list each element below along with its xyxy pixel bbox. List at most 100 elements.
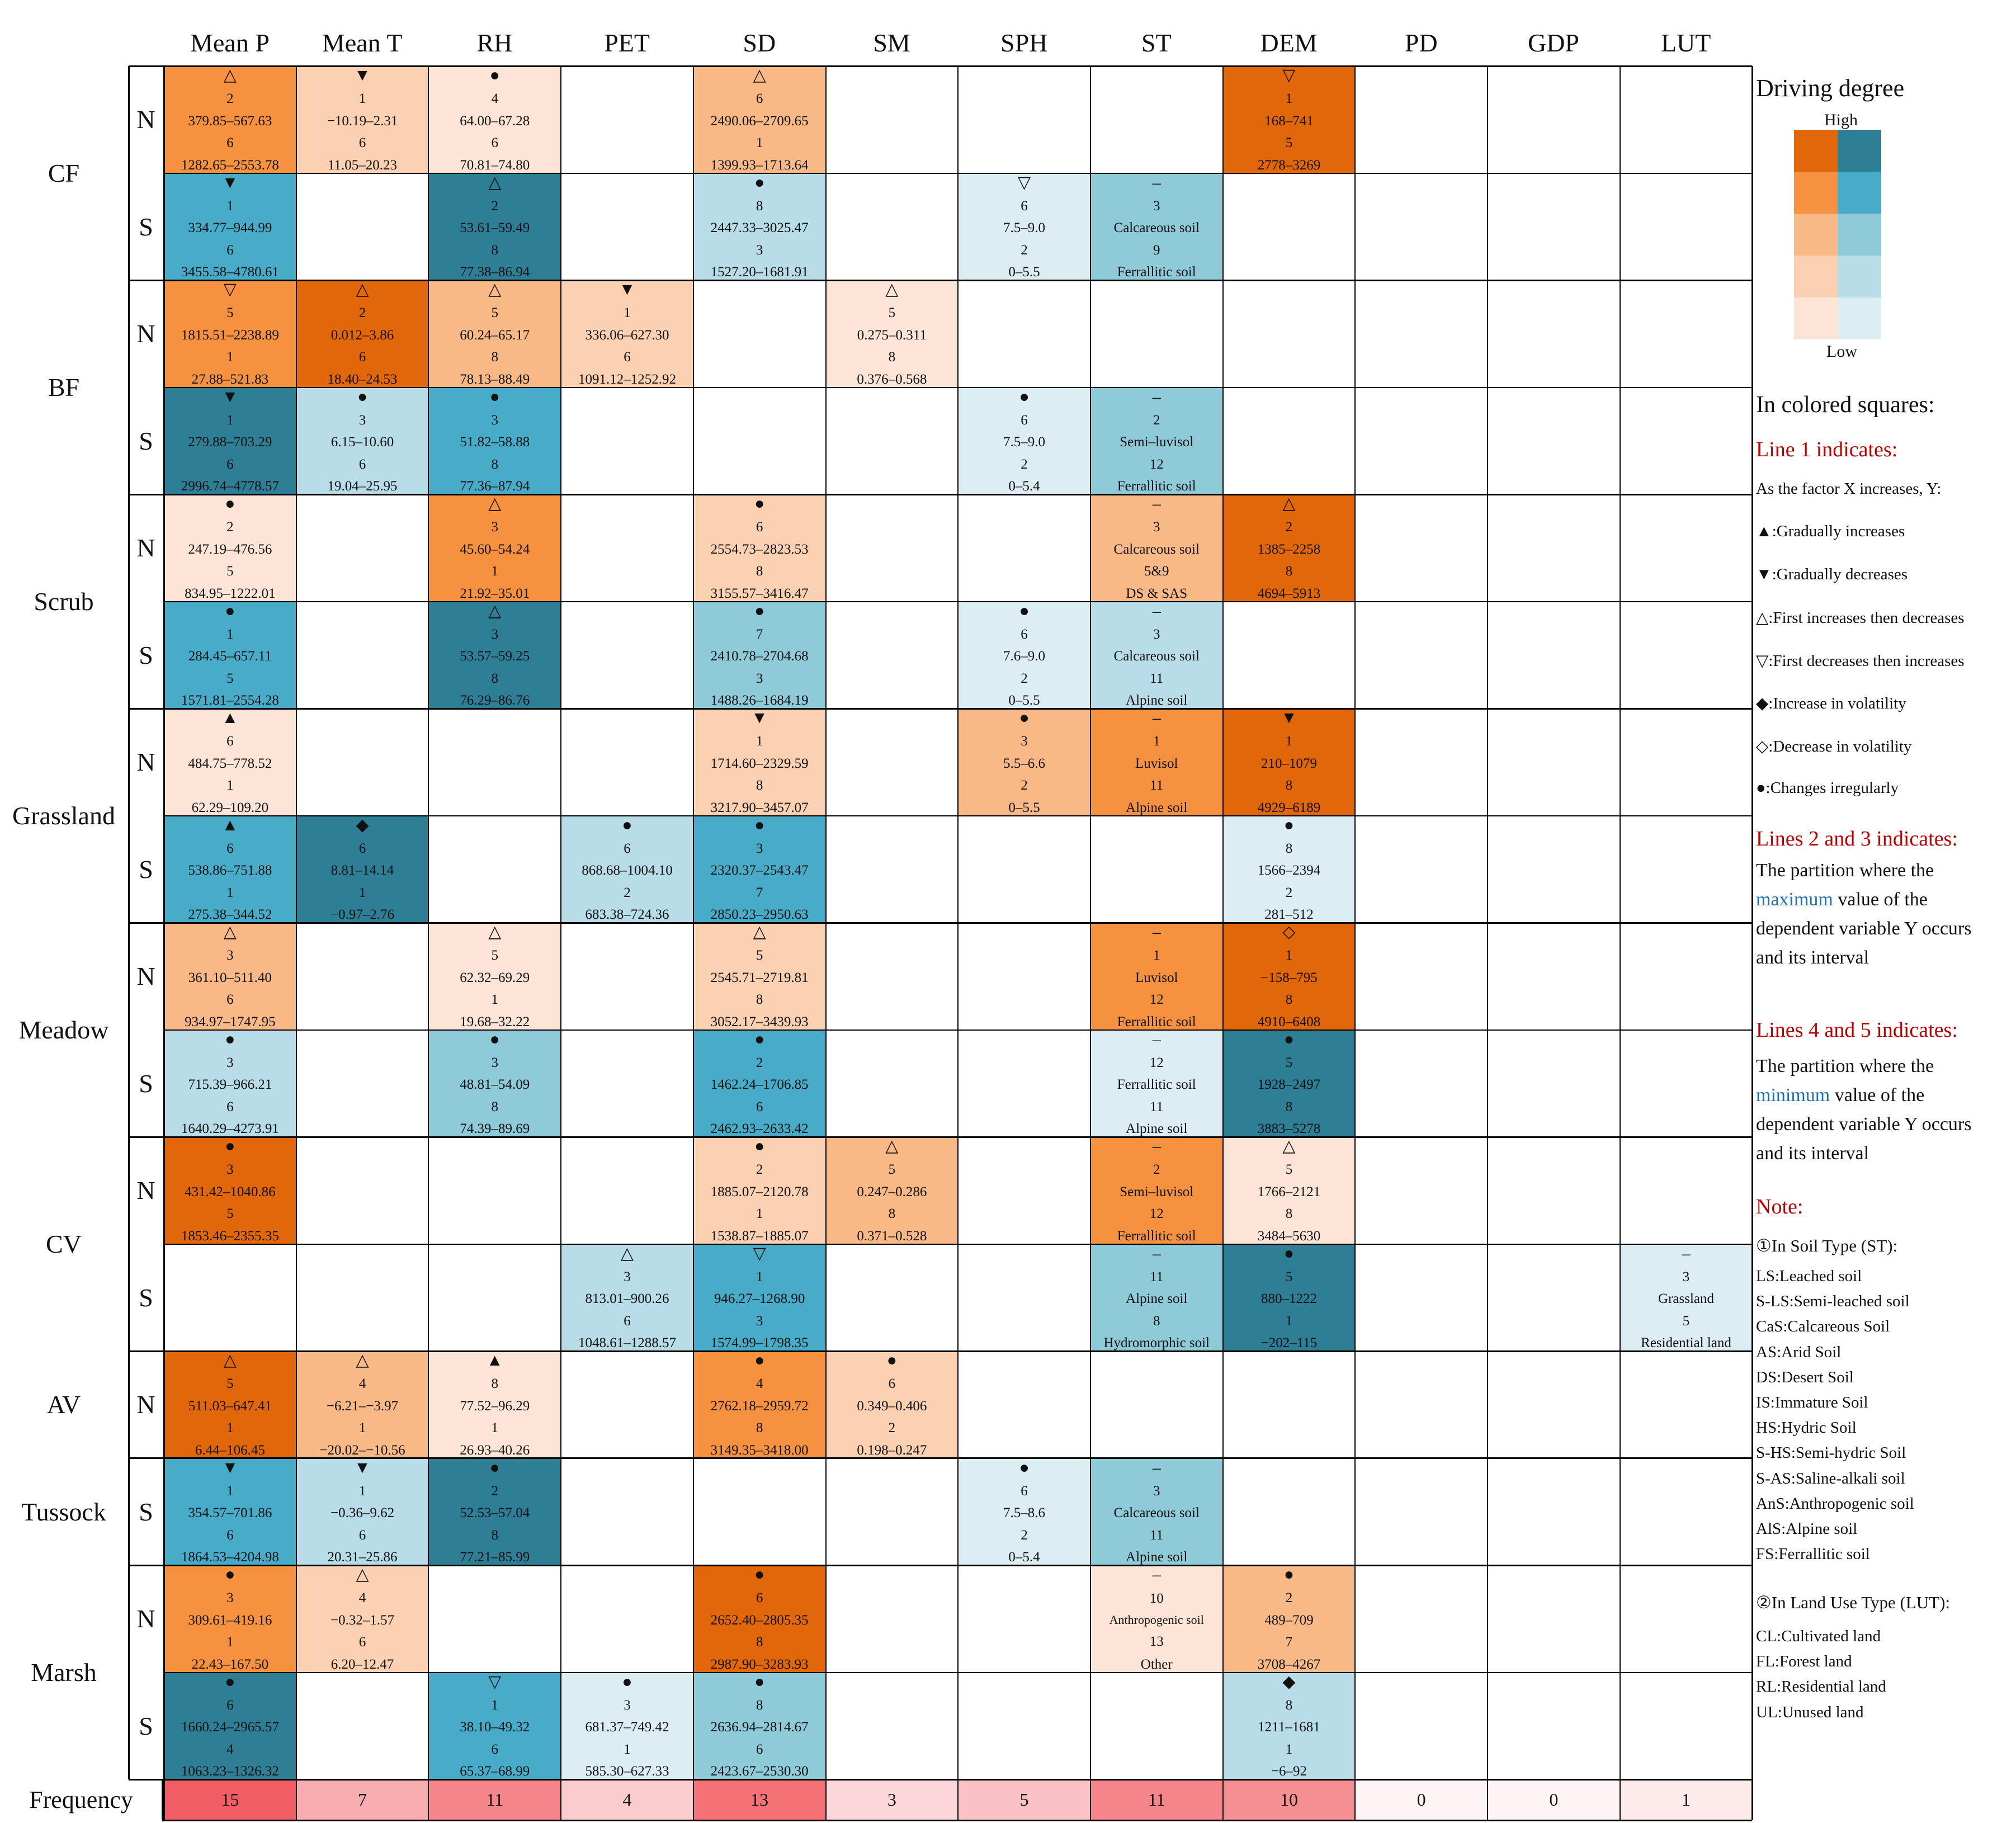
cell-cf-s-rh: △ 2 53.61–59.49 8 77.38–86.94 [428, 173, 561, 280]
legend-lut-item: RL:Residential land [1756, 1678, 1886, 1696]
legend-soil-item: LS:Leached soil [1756, 1267, 1862, 1285]
cell-line-5: 11.05–20.23 [327, 157, 398, 173]
trend-symbol: △ [356, 1351, 369, 1369]
legend-swatch-n-3 [1794, 172, 1838, 214]
cell-line-4: 12 [1149, 1206, 1164, 1222]
cell-line-4: 1 [226, 1635, 234, 1650]
cell-line-3: 1385–2258 [1257, 541, 1321, 557]
row-type-cv-s: S [139, 1283, 153, 1312]
cell-line-5: 19.04–25.95 [327, 479, 398, 494]
trend-symbol: – [1152, 1458, 1161, 1477]
cell-cv-s-sd: ▽ 1 946.27–1268.90 3 1574.99–1798.35 [693, 1244, 826, 1351]
trend-symbol: ▽ [1017, 173, 1031, 192]
trend-symbol: △ [223, 66, 237, 84]
legend-high-label: High [1824, 111, 1858, 129]
cell-line-2: 5 [491, 948, 498, 964]
legend-soil-item: DS:Desert Soil [1756, 1368, 1854, 1386]
cell-line-4: 1 [226, 1420, 234, 1436]
legend-lines23-d: and its interval [1756, 947, 1869, 968]
cell-line-2: 2 [1153, 412, 1160, 428]
cell-line-3: 279.88–703.29 [188, 435, 272, 450]
trend-symbol: ▲ [221, 815, 239, 834]
cell-line-3: Calcareous soil [1113, 1505, 1200, 1521]
row-type-scrub-n: N [136, 533, 155, 563]
cell-line-4: 1 [491, 1420, 498, 1436]
column-header-pet: PET [604, 28, 650, 57]
grid-group-line [129, 707, 1753, 710]
trend-symbol: ◇ [1282, 923, 1296, 941]
cell-line-3: −6.21–−3.97 [326, 1398, 399, 1414]
cell-line-3: 361.10–511.40 [188, 970, 272, 985]
cell-line-3: Anthropogenic soil [1109, 1613, 1204, 1627]
cell-line-2: 5 [1285, 1162, 1293, 1178]
trend-symbol: ● [1283, 1565, 1294, 1584]
trend-symbol: ● [754, 1351, 765, 1369]
frequency-cell-rh: 11 [428, 1779, 561, 1820]
cell-line-4: 6 [358, 350, 366, 365]
cell-line-5: 4929–6189 [1257, 800, 1321, 815]
column-header-gdp: GDP [1527, 28, 1580, 57]
cell-line-3: 2490.06–2709.65 [710, 113, 809, 129]
cell-bf-s-st: – 2 Semi–luvisol 12 Ferrallitic soil [1090, 387, 1223, 494]
grid-col-line [295, 66, 297, 1820]
cell-line-2: 10 [1149, 1591, 1164, 1607]
legend-soil-item: S-HS:Semi-hydric Soil [1756, 1444, 1906, 1462]
legend-swatch-s-4 [1838, 130, 1881, 172]
row-type-av-n: N [136, 1390, 155, 1419]
cell-line-3: 7.5–9.0 [1003, 435, 1046, 450]
cell-line-4: 6 [491, 135, 498, 151]
cell-grassland-n-st: – 1 Luvisol 11 Alpine soil [1090, 709, 1223, 816]
cell-line-4: 6 [624, 1313, 631, 1329]
cell-line-5: 1574.99–1798.35 [710, 1335, 809, 1350]
cell-line-2: 2 [756, 1055, 763, 1070]
cell-line-3: 1566–2394 [1257, 863, 1321, 879]
cell-line-5: 1527.20–1681.91 [710, 265, 809, 280]
cell-line-3: 0.247–0.286 [857, 1184, 927, 1199]
cell-line-5: 74.39–89.69 [460, 1121, 530, 1136]
grid-col-line [1089, 66, 1091, 1820]
trend-symbol: ▼ [751, 709, 768, 727]
cell-bf-n-rh: △ 5 60.24–65.17 8 78.13–88.49 [428, 280, 561, 388]
trend-symbol: △ [488, 494, 502, 513]
legend-lines45-d: and its interval [1756, 1143, 1869, 1164]
cell-line-2: 11 [1150, 1269, 1164, 1284]
frequency-cell-st: 11 [1090, 1779, 1223, 1820]
cell-cv-n-st: – 2 Semi–luvisol 12 Ferrallitic soil [1090, 1137, 1223, 1244]
cell-line-5: 3217.90–3457.07 [710, 800, 809, 815]
cell-line-4: 6 [226, 135, 234, 151]
cell-line-4: 8 [1285, 564, 1293, 579]
cell-line-4: 2 [1285, 885, 1293, 900]
grid-freq-left-line [161, 1779, 163, 1820]
cell-line-3: 7.5–8.6 [1003, 1505, 1046, 1521]
trend-symbol: ▽ [753, 1244, 766, 1263]
grid-group-line [129, 1350, 1753, 1352]
frequency-cell-gdp: 0 [1488, 1779, 1620, 1820]
cell-line-3: 2652.40–2805.35 [710, 1612, 809, 1628]
cell-line-3: 715.39–966.21 [188, 1077, 272, 1093]
cell-line-3: −0.32–1.57 [330, 1612, 395, 1628]
cell-line-4: 8 [491, 242, 498, 258]
trend-symbol: – [1152, 1565, 1161, 1584]
cell-line-4: 6 [226, 242, 234, 258]
cell-meadow-n-rh: △ 5 62.32–69.29 1 19.68–32.22 [428, 923, 561, 1030]
cell-line-4: 6 [358, 1527, 366, 1543]
legend-lines23-b-rest: value of the [1833, 889, 1928, 910]
cell-line-3: 2545.71–2719.81 [710, 970, 809, 985]
cell-line-2: 1 [226, 626, 234, 642]
cell-line-2: 6 [1021, 412, 1028, 428]
cell-line-4: 6 [226, 992, 234, 1008]
legend-swatch-s-2 [1838, 214, 1881, 256]
trend-symbol: △ [223, 923, 237, 941]
cell-line-4: 9 [1153, 242, 1160, 258]
cell-line-5: 1048.61–1288.57 [578, 1335, 676, 1350]
grid-col-line [428, 66, 429, 1820]
cell-line-5: −202–115 [1260, 1335, 1318, 1350]
cell-line-3: Semi–luvisol [1120, 1184, 1194, 1199]
cell-line-2: 3 [1682, 1269, 1690, 1284]
cell-line-3: 5.5–6.6 [1003, 755, 1046, 771]
cell-scrub-s-sd: ● 7 2410.78–2704.68 3 1488.26–1684.19 [693, 601, 826, 709]
cell-line-5: Alpine soil [1126, 800, 1188, 815]
trend-symbol: ▼ [354, 66, 371, 84]
cell-line-3: 0.349–0.406 [857, 1398, 927, 1414]
trend-symbol: – [1152, 1244, 1161, 1263]
